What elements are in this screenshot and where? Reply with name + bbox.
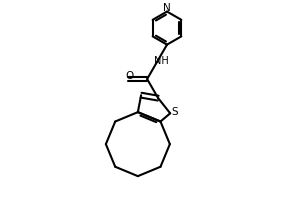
Text: N: N [163, 3, 171, 13]
Text: O: O [125, 71, 134, 81]
Text: NH: NH [154, 56, 168, 66]
Text: S: S [172, 107, 178, 117]
